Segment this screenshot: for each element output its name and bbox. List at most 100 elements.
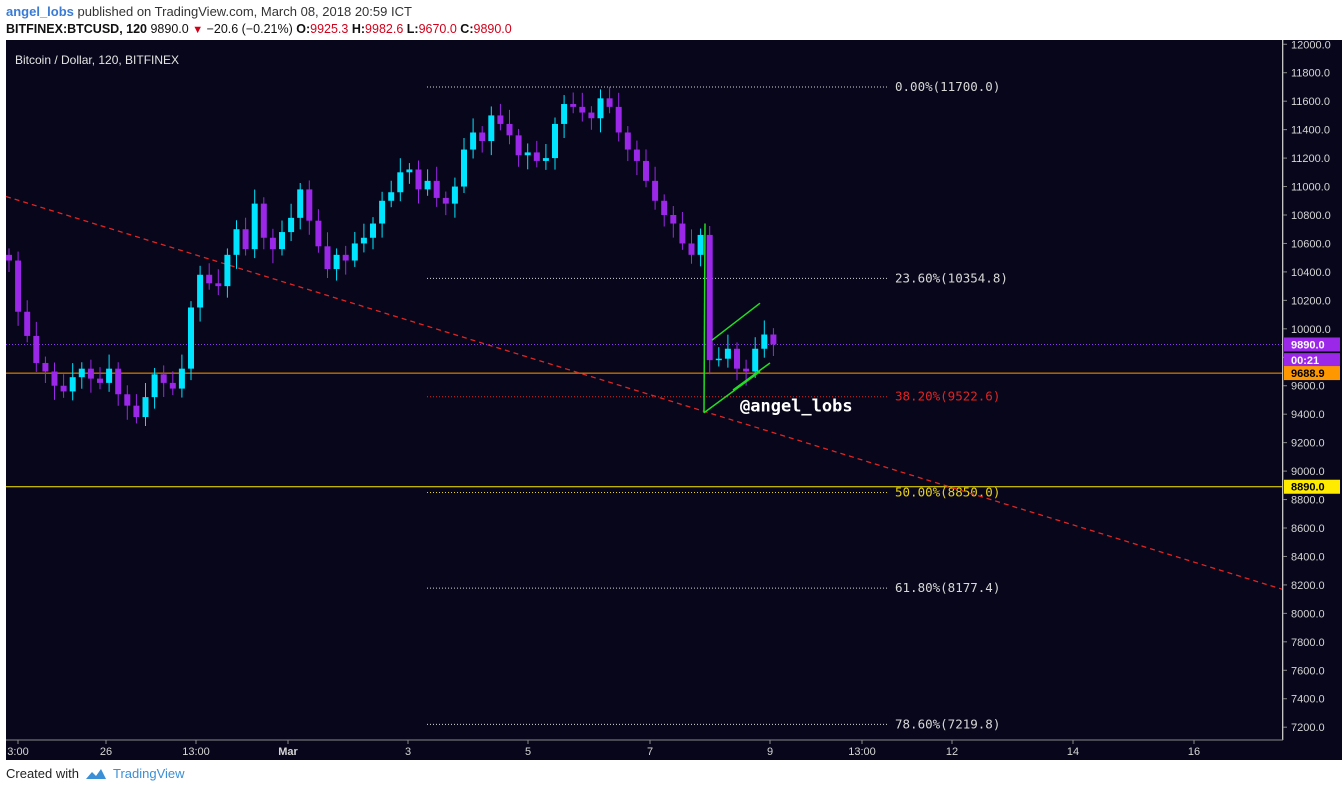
channel-lower-line bbox=[732, 362, 771, 391]
candle-body bbox=[406, 169, 413, 173]
candle-body bbox=[442, 197, 449, 204]
candle-body bbox=[734, 348, 740, 369]
candle-body bbox=[524, 152, 531, 156]
candle-body bbox=[115, 368, 122, 395]
y-tick-label: 10800.0 bbox=[1291, 210, 1331, 222]
high-value: 9982.6 bbox=[365, 22, 404, 36]
candle bbox=[124, 385, 131, 420]
candle-body bbox=[315, 220, 322, 247]
last-price: 9890.0 bbox=[150, 22, 189, 36]
created-with-label: Created with bbox=[6, 766, 79, 781]
y-tick-label: 10000.0 bbox=[1291, 324, 1331, 336]
candle-body bbox=[269, 237, 276, 250]
candle-body bbox=[151, 374, 158, 398]
y-tick-label: 9600.0 bbox=[1291, 381, 1325, 393]
candle bbox=[260, 197, 267, 250]
candle-body bbox=[533, 152, 540, 161]
y-tick-label: 10600.0 bbox=[1291, 238, 1331, 250]
candle bbox=[360, 223, 367, 253]
candle bbox=[242, 217, 249, 256]
candle bbox=[597, 89, 604, 133]
candle bbox=[269, 228, 276, 264]
open-label: O: bbox=[296, 22, 311, 36]
candle bbox=[715, 347, 722, 367]
candle bbox=[406, 163, 413, 184]
candle bbox=[706, 225, 713, 375]
candle-body bbox=[633, 149, 640, 161]
candle bbox=[633, 140, 640, 176]
candle bbox=[442, 191, 449, 216]
candle-body bbox=[561, 104, 568, 124]
chart-plot-area bbox=[6, 40, 1282, 740]
price-chart[interactable]: Bitcoin / Dollar, 120, BITFINEX 0.00%(117… bbox=[0, 40, 1342, 760]
price-badge bbox=[1284, 337, 1340, 352]
fib-level-label: 50.00%(8850.0) bbox=[895, 484, 1000, 499]
candle bbox=[60, 374, 67, 398]
high-label: H: bbox=[351, 22, 366, 36]
price-badge-label: 9688.9 bbox=[1291, 368, 1325, 380]
candle-body bbox=[106, 368, 113, 383]
candle bbox=[643, 149, 649, 188]
watermark-label: @angel_lobs bbox=[740, 396, 853, 416]
price-badge-label: 8890.0 bbox=[1291, 482, 1325, 494]
x-tick-label: 5 bbox=[525, 746, 531, 758]
candle-body bbox=[715, 358, 722, 361]
candle bbox=[69, 363, 76, 401]
candle bbox=[451, 177, 458, 218]
candle bbox=[306, 180, 313, 235]
candle-body bbox=[752, 348, 759, 372]
candle-body bbox=[743, 368, 750, 372]
close-label: C: bbox=[460, 22, 474, 36]
candle-body bbox=[142, 397, 149, 418]
candle bbox=[233, 220, 240, 269]
candle bbox=[15, 251, 22, 326]
candle bbox=[188, 301, 194, 381]
x-tick-label: 13:00 bbox=[182, 746, 210, 758]
candle bbox=[415, 160, 422, 204]
candle-body bbox=[133, 405, 140, 418]
candle-body bbox=[60, 385, 67, 392]
candle-body bbox=[542, 158, 549, 161]
candle-body bbox=[78, 368, 85, 378]
candle bbox=[761, 320, 768, 358]
candle bbox=[606, 86, 613, 114]
channel-upper-line bbox=[711, 302, 761, 341]
publisher-username[interactable]: angel_lobs bbox=[6, 4, 74, 19]
candle-body bbox=[661, 200, 668, 215]
candle bbox=[333, 248, 340, 281]
candle bbox=[661, 194, 668, 227]
candle bbox=[224, 248, 231, 298]
y-tick-label: 8600.0 bbox=[1291, 523, 1325, 535]
price-badge bbox=[1284, 479, 1340, 494]
y-tick-label: 10400.0 bbox=[1291, 267, 1331, 279]
candle bbox=[351, 231, 358, 267]
candle bbox=[215, 269, 222, 296]
candle-body bbox=[697, 234, 704, 255]
candle bbox=[615, 92, 622, 142]
candle bbox=[279, 220, 285, 256]
candle-body bbox=[370, 223, 376, 238]
candle-body bbox=[470, 132, 477, 150]
candle-body bbox=[479, 132, 486, 142]
candle-body bbox=[570, 104, 577, 107]
candle bbox=[652, 166, 659, 210]
candle-body bbox=[42, 362, 49, 372]
candle bbox=[488, 106, 495, 156]
candle-body bbox=[279, 232, 285, 250]
price-badge-label: 9890.0 bbox=[1291, 339, 1325, 351]
candle-body bbox=[324, 246, 331, 270]
candle bbox=[87, 359, 94, 393]
y-tick-label: 9200.0 bbox=[1291, 438, 1325, 450]
candle-body bbox=[15, 260, 22, 312]
candle-body bbox=[588, 112, 595, 119]
fib-level-label: 23.60%(10354.8) bbox=[895, 270, 1008, 285]
candle bbox=[370, 217, 376, 250]
candle-body bbox=[488, 115, 495, 142]
candle-body bbox=[6, 254, 12, 261]
candle-body bbox=[206, 274, 213, 284]
tradingview-brand[interactable]: TradingView bbox=[112, 766, 185, 781]
candle-body bbox=[160, 374, 167, 383]
candle bbox=[570, 92, 577, 114]
candle bbox=[533, 140, 540, 168]
candle bbox=[51, 362, 58, 400]
